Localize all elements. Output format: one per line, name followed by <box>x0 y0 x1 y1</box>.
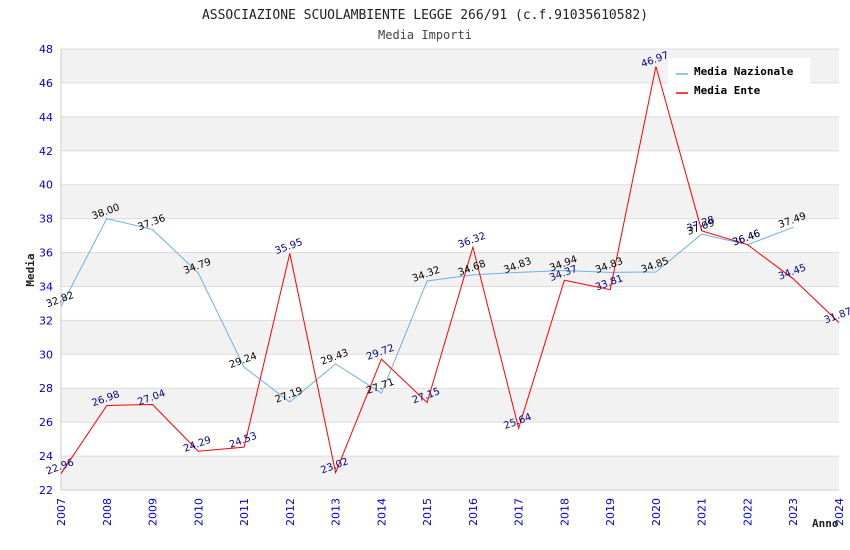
legend: Media Nazionale Media Ente <box>668 58 810 102</box>
x-tick-label: 2012 <box>284 498 297 526</box>
y-tick-label: 34 <box>39 280 53 293</box>
x-tick-label: 2013 <box>330 498 343 526</box>
y-tick-label: 40 <box>39 179 53 192</box>
series-lines <box>60 66 840 475</box>
x-tick-label: 2018 <box>558 498 571 526</box>
x-tick-labels: 2007 2008 2009 2010 2011 2012 2013 2014 2015 2016… <box>55 498 846 526</box>
x-tick-label: 2017 <box>513 498 526 526</box>
chart-subtitle: Media Importi <box>378 28 472 42</box>
y-tick-labels: 22 24 26 28 30 32 34 36 38 40 42 44 46 48 <box>39 43 53 497</box>
x-axis-label: Anno <box>812 517 839 530</box>
x-tick-label: 2010 <box>192 498 205 526</box>
x-tick-label: 2011 <box>238 498 251 526</box>
y-tick-label: 48 <box>39 43 53 56</box>
legend-label-media-ente: Media Ente <box>694 84 761 97</box>
grid-bands <box>61 48 839 491</box>
data-label: 36.32 <box>457 231 488 251</box>
x-tick-label: 2019 <box>604 498 617 526</box>
y-tick-label: 46 <box>39 77 53 90</box>
y-tick-label: 24 <box>39 450 53 463</box>
x-tick-label: 2024 <box>833 498 846 526</box>
x-tick-label: 2014 <box>375 498 388 526</box>
y-tick-label: 44 <box>39 111 53 124</box>
y-tick-label: 36 <box>39 247 53 260</box>
y-tick-label: 30 <box>39 348 53 361</box>
legend-box <box>668 58 810 102</box>
grid-band <box>61 456 839 490</box>
y-tick-label: 28 <box>39 382 53 395</box>
y-tick-label: 42 <box>39 145 53 158</box>
x-tick-label: 2021 <box>696 498 709 526</box>
chart-title: ASSOCIAZIONE SCUOLAMBIENTE LEGGE 266/91 … <box>202 8 648 23</box>
y-tick-label: 32 <box>39 314 53 327</box>
x-tick-label: 2016 <box>467 498 480 526</box>
x-tick-label: 2023 <box>787 498 800 526</box>
data-label: 24.53 <box>228 431 259 451</box>
grid-band <box>61 388 839 423</box>
x-tick-label: 2009 <box>147 498 160 526</box>
x-tick-label: 2008 <box>101 498 114 526</box>
y-tick-label: 26 <box>39 416 53 429</box>
data-label: 36.46 <box>731 228 762 248</box>
y-axis-label: Media <box>24 253 37 286</box>
y-tick-label: 38 <box>39 213 53 226</box>
grid-band <box>61 116 839 151</box>
axes <box>60 49 839 491</box>
data-label: 24.29 <box>182 435 213 455</box>
legend-label-media-nazionale: Media Nazionale <box>694 65 794 78</box>
x-tick-label: 2020 <box>650 498 663 526</box>
grid-band <box>61 252 839 287</box>
y-tick-label: 22 <box>39 484 53 497</box>
grid-band <box>61 184 839 219</box>
x-tick-label: 2007 <box>55 498 68 526</box>
series-line-media-nazionale <box>60 218 794 403</box>
x-tick-label: 2015 <box>421 498 434 526</box>
series-line-media-ente <box>60 66 840 475</box>
x-tick-label: 2022 <box>741 498 754 526</box>
